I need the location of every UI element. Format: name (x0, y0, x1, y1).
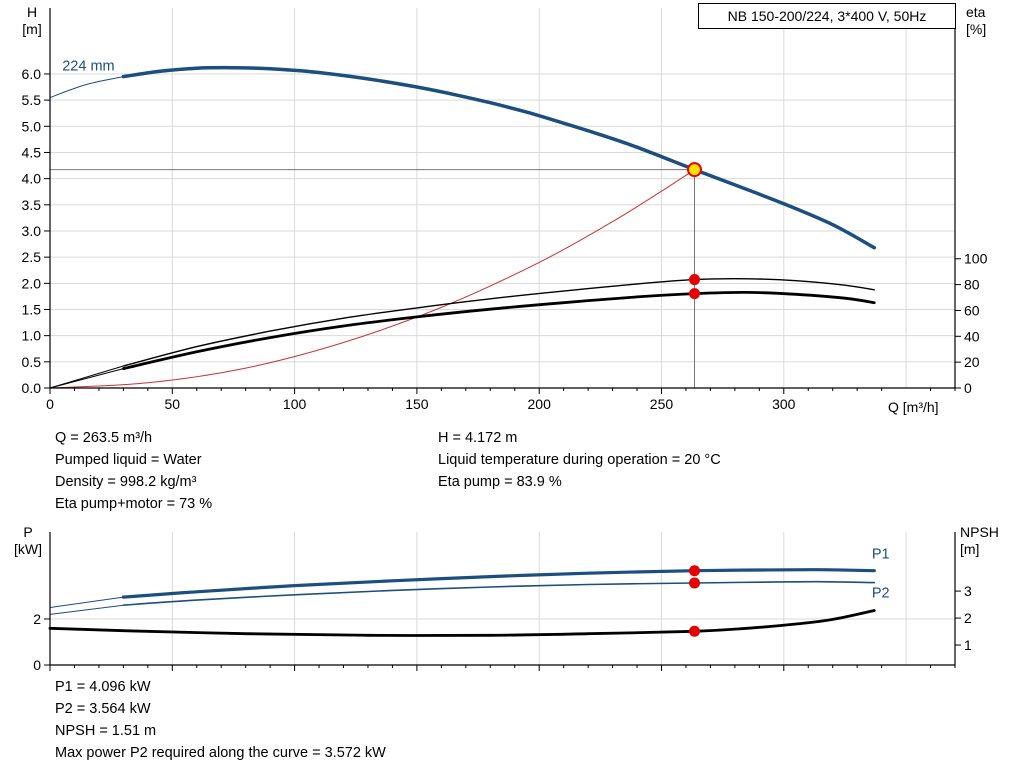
svg-text:0: 0 (33, 657, 41, 673)
series-P1 (49, 568, 876, 608)
series-head-224mm (49, 65, 877, 250)
axes (49, 532, 956, 666)
svg-text:1.0: 1.0 (22, 328, 42, 344)
svg-text:0.5: 0.5 (22, 354, 42, 370)
curve-label-p1: P1 (872, 547, 890, 563)
duty-info-right: H = 4.172 m Liquid temperature during op… (438, 427, 721, 493)
curve-label-p2: P2 (872, 586, 890, 602)
series-NPSH (48, 609, 876, 637)
marker-duty-point[interactable] (687, 162, 703, 178)
svg-text:4.0: 4.0 (22, 171, 42, 187)
svg-text:3: 3 (964, 583, 972, 599)
p-axis-symbol: P (23, 524, 33, 540)
svg-text:200: 200 (528, 396, 552, 412)
marker-p1-point (689, 565, 701, 577)
marker-p2-point (689, 577, 701, 589)
info-npsh: NPSH = 1.51 m (55, 723, 157, 739)
info-p1: P1 = 4.096 kW (55, 679, 151, 695)
h-axis-symbol: H (26, 4, 38, 20)
svg-text:40: 40 (964, 328, 980, 344)
series-P2 (49, 580, 876, 615)
info-head: H = 4.172 m (438, 430, 518, 446)
p-axis-unit: [kW] (14, 541, 42, 557)
svg-text:0: 0 (964, 380, 972, 396)
duty-point-crosshair (50, 169, 696, 388)
series-system-curve (49, 169, 695, 389)
npsh-axis-label: NPSH [m] (960, 524, 1020, 558)
ticks (44, 73, 961, 394)
npsh-axis-symbol: NPSH (960, 524, 999, 540)
chart-panel-1: 0 2 1 2 3 P1 P2 (33, 532, 972, 673)
svg-text:150: 150 (405, 396, 429, 412)
info-flow: Q = 263.5 m³/h (55, 430, 153, 446)
tick-labels: 0 50 100 150 200 250 3000.00.51.01.52.02.53.03… (22, 66, 988, 412)
svg-text:20: 20 (964, 354, 980, 370)
svg-text:4.5: 4.5 (22, 144, 42, 160)
duty-info-left: Q = 263.5 m³/h Pumped liquid = Water Den… (55, 427, 212, 515)
eta-axis-label: eta [%] (966, 4, 1012, 38)
svg-text:100: 100 (964, 251, 988, 267)
info-eta-pump-motor: Eta pump+motor = 73 % (55, 496, 213, 512)
npsh-axis-unit: [m] (960, 541, 980, 557)
info-pumped-liquid: Pumped liquid = Water (55, 452, 202, 468)
power-info: P1 = 4.096 kW P2 = 3.564 kW NPSH = 1.51 … (55, 676, 386, 764)
marker-eta-pump-motor-point (689, 288, 701, 300)
series-eta-pump-motor (49, 290, 876, 389)
svg-text:2.0: 2.0 (22, 275, 42, 291)
info-eta-pump: Eta pump = 83.9 % (438, 474, 562, 490)
eta-axis-symbol: eta (966, 4, 986, 20)
pump-name-box: NB 150-200/224, 3*400 V, 50Hz (698, 3, 956, 29)
ticks (44, 590, 961, 671)
marker-npsh-point (689, 625, 701, 637)
svg-text:80: 80 (964, 277, 980, 293)
curve-label-224-mm: 224 mm (62, 58, 114, 74)
series-eta-pump (49, 278, 875, 389)
chart-panel-0: 0 50 100 150 200 250 3000.00.51.01.52.02.53.03… (22, 8, 988, 412)
svg-text:6.0: 6.0 (22, 66, 42, 82)
info-density: Density = 998.2 kg/m³ (55, 474, 197, 490)
axes (49, 8, 956, 389)
svg-text:5.0: 5.0 (22, 118, 42, 134)
svg-text:50: 50 (165, 396, 181, 412)
svg-text:1: 1 (964, 637, 972, 653)
svg-text:100: 100 (283, 396, 307, 412)
svg-text:2: 2 (964, 610, 972, 626)
grid (50, 8, 955, 388)
svg-text:300: 300 (772, 396, 796, 412)
h-axis-label: H [m] (12, 4, 52, 38)
svg-text:0.0: 0.0 (22, 380, 42, 396)
eta-axis-unit: [%] (966, 21, 987, 37)
svg-text:5.5: 5.5 (22, 92, 42, 108)
grid (50, 532, 955, 665)
svg-text:60: 60 (964, 302, 980, 318)
svg-text:3.5: 3.5 (22, 197, 42, 213)
p-axis-label: P [kW] (6, 524, 50, 558)
svg-text:0: 0 (46, 396, 54, 412)
tick-labels: 0 2 1 2 3 (33, 583, 972, 673)
info-liquid-temperature: Liquid temperature during operation = 20… (438, 452, 721, 468)
svg-text:250: 250 (650, 396, 674, 412)
info-p2: P2 = 3.564 kW (55, 701, 151, 717)
marker-eta-pump-point (689, 274, 701, 286)
svg-text:3.0: 3.0 (22, 223, 42, 239)
svg-text:1.5: 1.5 (22, 301, 42, 317)
svg-text:2.5: 2.5 (22, 249, 42, 265)
info-max-power: Max power P2 required along the curve = … (55, 745, 386, 761)
h-axis-unit: [m] (22, 21, 42, 37)
svg-text:2: 2 (33, 611, 41, 627)
q-axis-label: Q [m³/h] (888, 399, 939, 415)
